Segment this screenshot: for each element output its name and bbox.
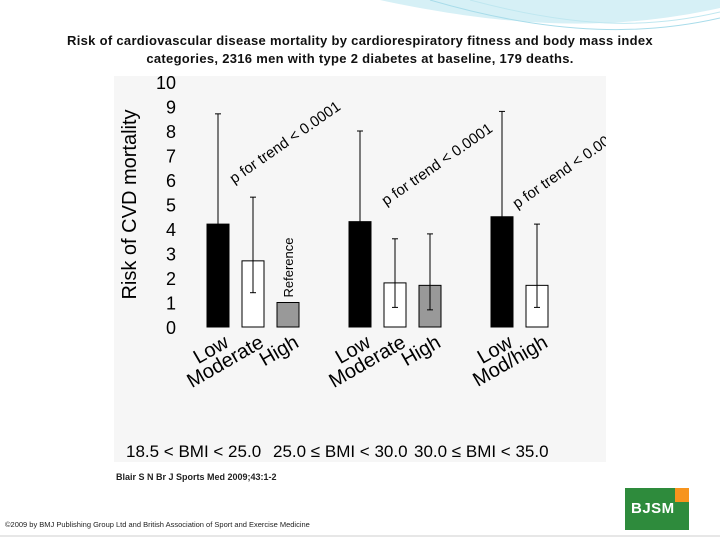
y-tick-label: 1: [166, 294, 176, 314]
title-line-1: Risk of cardiovascular disease mortality…: [67, 33, 653, 48]
category-label: High: [398, 331, 445, 371]
trend-label: p for trend < 0.0001: [227, 98, 344, 187]
logo-corner: [675, 488, 689, 502]
copyright: ©2009 by BMJ Publishing Group Ltd and Br…: [5, 520, 310, 529]
logo-text: BJSM: [631, 500, 675, 517]
reference-label: Reference: [281, 238, 296, 298]
trend-label: p for trend < 0.002: [510, 128, 606, 212]
y-tick-label: 0: [166, 318, 176, 338]
title-line-2: categories, 2316 men with type 2 diabete…: [146, 51, 574, 66]
y-tick-label: 5: [166, 196, 176, 216]
y-tick-label: 8: [166, 122, 176, 142]
bar: [490, 216, 514, 328]
bmi-group-label: 30.0 ≤ BMI < 35.0: [414, 442, 549, 461]
swoosh-line-1: [429, 0, 720, 31]
y-tick-label: 9: [166, 98, 176, 118]
swoosh-line-2: [469, 0, 720, 24]
bmi-group-label: 18.5 < BMI < 25.0: [126, 442, 261, 461]
y-tick-label: 7: [166, 147, 176, 167]
swoosh-band: [380, 0, 720, 24]
y-tick-label: 3: [166, 245, 176, 265]
bar: [206, 223, 230, 328]
bar: [348, 221, 372, 328]
y-tick-label: 10: [156, 76, 176, 93]
trend-label: p for trend < 0.0001: [379, 120, 496, 209]
citation: Blair S N Br J Sports Med 2009;43:1-2: [116, 472, 277, 482]
chart-svg: Risk of CVD mortality012345678910LowMode…: [119, 76, 606, 461]
y-tick-label: 6: [166, 171, 176, 191]
y-tick-label: 2: [166, 269, 176, 289]
y-axis-label: Risk of CVD mortality: [119, 109, 141, 299]
bar: [276, 302, 300, 328]
bmi-group-label: 25.0 ≤ BMI < 30.0: [273, 442, 408, 461]
slide-title: Risk of cardiovascular disease mortality…: [10, 32, 710, 68]
y-tick-label: 4: [166, 220, 176, 240]
category-label: High: [256, 331, 303, 371]
bjsm-logo: BJSM: [625, 488, 689, 530]
chart-panel: Risk of CVD mortality 0 1 2 3 4 5 6 7 8 9 10 Low Mode…: [114, 76, 606, 462]
